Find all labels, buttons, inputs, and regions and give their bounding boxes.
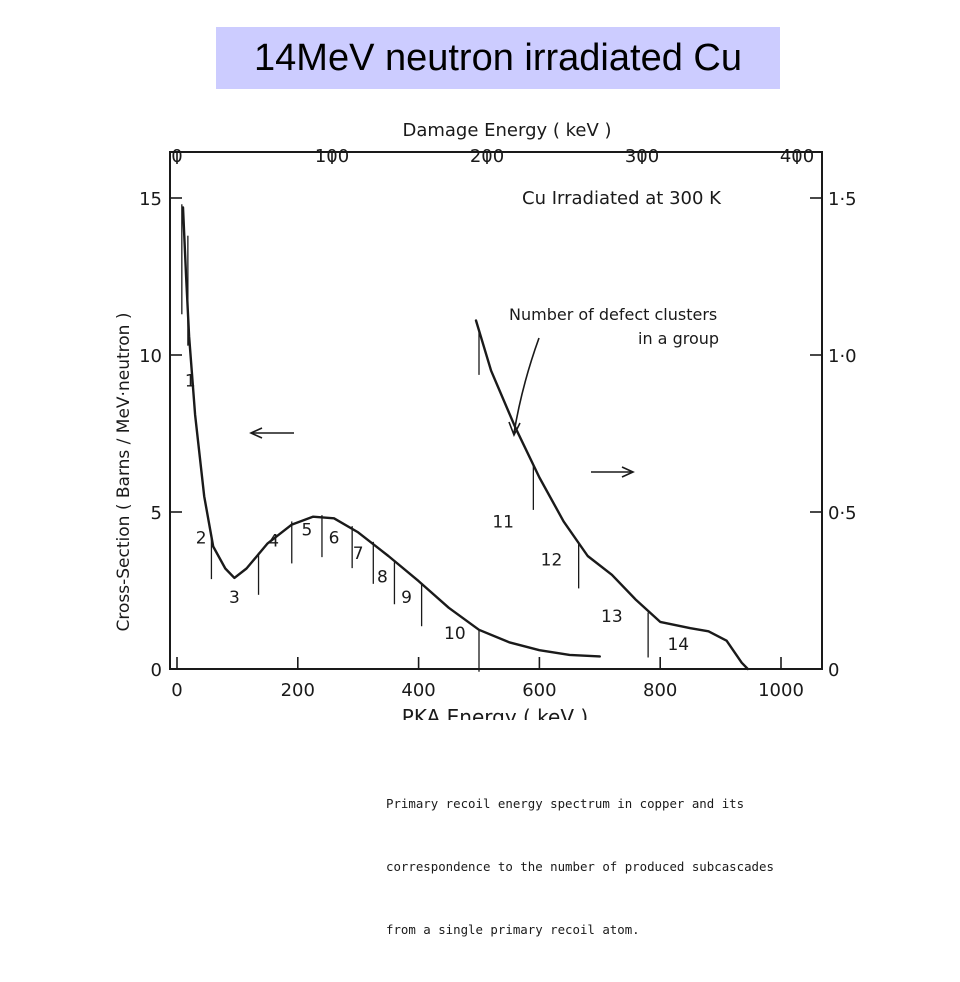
group-label-9: 9 xyxy=(401,588,412,608)
x-top-tick-label-0: 0 xyxy=(171,146,182,167)
group-label-7: 7 xyxy=(353,544,364,564)
caption-line-1: Primary recoil energy spectrum in copper… xyxy=(386,793,946,814)
group-label-2: 2 xyxy=(196,528,207,548)
y-left-tick-label-5: 5 xyxy=(151,503,162,524)
x-bottom-axis-label: PKA Energy ( keV ) xyxy=(402,705,588,720)
x-top-tick-label-200: 200 xyxy=(470,146,504,167)
annotation-line-1: Number of defect clusters xyxy=(509,305,717,324)
group-label-10: 10 xyxy=(444,624,466,644)
x-bottom-tick-label-1000: 1000 xyxy=(758,680,804,701)
x-bottom-tick-label-0: 0 xyxy=(171,680,182,701)
caption-line-3: from a single primary recoil atom. xyxy=(386,919,946,940)
x-top-axis-label: Damage Energy ( keV ) xyxy=(402,120,611,141)
x-bottom-tick-label-400: 400 xyxy=(401,680,435,701)
y-left-tick-label-15: 15 xyxy=(139,189,162,210)
y-right-tick-label-1.0: 1·0 xyxy=(828,346,856,367)
slide-title: 14MeV neutron irradiated Cu xyxy=(254,37,742,80)
cross-section-chart: Damage Energy ( keV ) PKA Energy ( keV )… xyxy=(102,100,856,720)
y-left-tick-label-0: 0 xyxy=(151,660,162,681)
inset-label: Cu Irradiated at 300 K xyxy=(522,188,722,209)
group-label-1: 1 xyxy=(185,371,196,391)
group-label-11: 11 xyxy=(492,513,514,533)
y-right-tick-label-0: 0 xyxy=(828,660,839,681)
x-top-tick-label-100: 100 xyxy=(315,146,349,167)
slide-title-box: 14MeV neutron irradiated Cu xyxy=(216,27,780,89)
arrow-left-to-left-axis xyxy=(251,428,294,438)
x-bottom-tick-label-600: 600 xyxy=(522,680,556,701)
group-label-3: 3 xyxy=(229,588,240,608)
y-left-tick-label-10: 10 xyxy=(139,346,162,367)
y-right-tick-label-1.5: 1·5 xyxy=(828,189,856,210)
x-bottom-tick-label-200: 200 xyxy=(281,680,315,701)
x-top-tick-label-400: 400 xyxy=(780,146,814,167)
figure-caption: Primary recoil energy spectrum in copper… xyxy=(386,751,946,982)
group-label-12: 12 xyxy=(541,550,563,570)
x-bottom-tick-label-800: 800 xyxy=(643,680,677,701)
annotation-pointer xyxy=(514,338,539,433)
annotation-line-2: in a group xyxy=(638,329,719,348)
group-label-5: 5 xyxy=(301,521,312,541)
plot-frame xyxy=(170,152,822,669)
caption-line-2: correspondence to the number of produced… xyxy=(386,856,946,877)
group-label-6: 6 xyxy=(329,528,340,548)
x-top-tick-label-300: 300 xyxy=(625,146,659,167)
chart-figure: Damage Energy ( keV ) PKA Energy ( keV )… xyxy=(102,100,856,720)
series-left-axis-curve xyxy=(183,207,600,656)
y-right-tick-label-0.5: 0·5 xyxy=(828,503,856,524)
y-left-axis-label: Cross-Section ( Barns / MeV·neutron ) xyxy=(114,313,134,632)
arrow-right-to-right-axis xyxy=(591,467,633,477)
group-label-13: 13 xyxy=(601,607,623,627)
group-label-8: 8 xyxy=(377,568,388,588)
group-label-4: 4 xyxy=(268,532,279,552)
group-label-14: 14 xyxy=(667,635,689,655)
